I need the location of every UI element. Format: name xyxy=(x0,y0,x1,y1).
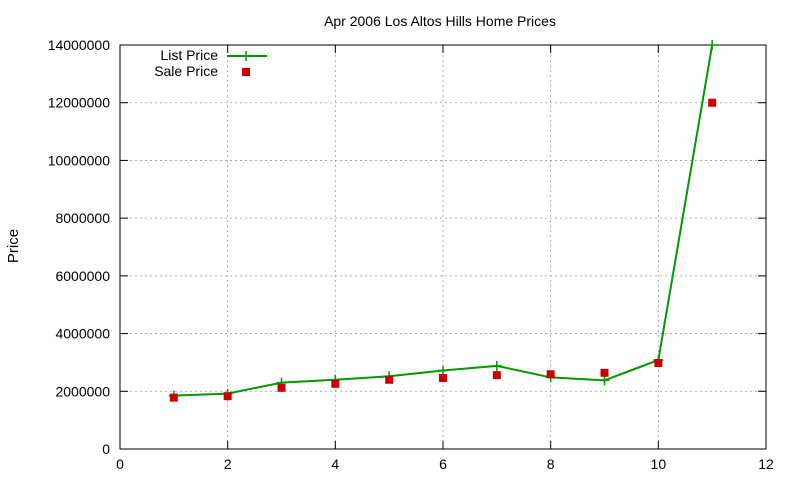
axes xyxy=(119,44,767,450)
data-point-list-price xyxy=(491,360,502,371)
data-point-sale-price xyxy=(169,393,178,402)
x-tick-label: 8 xyxy=(547,456,555,472)
y-tick-label: 2000000 xyxy=(55,383,110,399)
legend-marker-sale-price xyxy=(242,68,250,76)
data-point-sale-price xyxy=(385,375,394,384)
data-point-sale-price xyxy=(600,368,609,377)
data-point-sale-price xyxy=(708,98,717,107)
y-tick-label: 0 xyxy=(102,441,110,457)
data-point-list-price xyxy=(438,365,448,376)
y-tick-label: 8000000 xyxy=(55,210,110,226)
y-tick-label: 6000000 xyxy=(55,268,110,284)
grid xyxy=(120,45,766,449)
data-point-sale-price xyxy=(546,370,555,379)
y-tick-label: 4000000 xyxy=(55,326,110,342)
chart-title: Apr 2006 Los Altos Hills Home Prices xyxy=(324,13,556,29)
series-layer xyxy=(168,40,718,402)
data-point-list-price xyxy=(599,375,610,386)
y-tick-label: 14000000 xyxy=(48,37,111,53)
data-point-sale-price xyxy=(277,383,286,392)
legend-label-sale-price: Sale Price xyxy=(154,63,218,79)
legend-marker-list-price xyxy=(241,51,251,61)
x-tick-label: 0 xyxy=(116,456,124,472)
x-tick-label: 10 xyxy=(651,456,667,472)
y-axis-label: Price xyxy=(5,229,22,263)
x-tick-label: 12 xyxy=(758,456,774,472)
tick-labels: 0 2 4 6 8 10 12 0 2000000 4000000 6000000 8000000 10… xyxy=(48,37,774,472)
legend-label-list-price: List Price xyxy=(160,47,218,63)
data-point-sale-price xyxy=(439,374,447,383)
x-tick-label: 2 xyxy=(224,456,232,472)
data-point-sale-price xyxy=(223,392,232,401)
x-tick-label: 4 xyxy=(331,456,339,472)
legend: List Price Sale Price xyxy=(154,47,267,79)
data-point-sale-price xyxy=(492,371,501,380)
data-point-sale-price xyxy=(331,379,340,388)
y-tick-label: 10000000 xyxy=(48,152,111,168)
y-tick-label: 12000000 xyxy=(48,95,111,111)
data-point-sale-price xyxy=(654,359,663,368)
data-point-list-price xyxy=(707,40,718,50)
x-tick-label: 6 xyxy=(439,456,447,472)
